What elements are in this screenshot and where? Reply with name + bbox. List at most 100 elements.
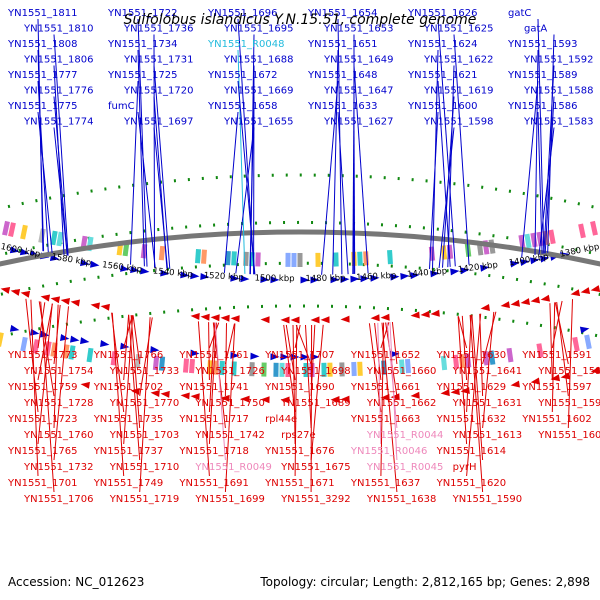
forward-gene-arrow	[80, 337, 90, 345]
reverse-gene-label: YN1551_1728	[23, 398, 94, 409]
reverse-gene-arrow	[380, 313, 390, 321]
reverse-gene-arrow	[480, 304, 490, 311]
cog-block	[56, 231, 64, 247]
reverse-gene-arrow	[70, 299, 80, 307]
leader-line	[352, 96, 355, 275]
reverse-gene-arrow	[560, 372, 571, 380]
forward-gene-arrow	[390, 273, 400, 281]
reverse-gene-arrow	[190, 313, 200, 321]
forward-gene-arrow	[539, 255, 550, 263]
reverse-gene-label: YN1551_1605	[537, 430, 600, 441]
forward-gene-label: YN1551_1808	[7, 39, 78, 50]
leader-line	[353, 65, 369, 274]
forward-gene-arrow	[480, 264, 490, 272]
reverse-gene-label: YN1551_1691	[178, 478, 249, 489]
cog-block	[188, 358, 196, 374]
forward-gene-arrow	[140, 267, 150, 275]
forward-gene-label: YN1551_1626	[407, 8, 478, 19]
forward-gene-label: YN1551_1695	[223, 24, 294, 35]
reverse-gene-arrow	[500, 301, 510, 309]
forward-gene-arrow	[290, 353, 300, 361]
reverse-gene-label: YN1551_1718	[178, 446, 249, 457]
reverse-gene-arrow	[280, 316, 290, 324]
forward-gene-arrow	[130, 266, 140, 274]
reverse-gene-arrow	[340, 395, 350, 403]
leader-line	[123, 315, 133, 349]
forward-gene-label: YN1551_1649	[323, 55, 394, 66]
reverse-gene-label: YN1551_1754	[23, 366, 94, 377]
cog-block	[8, 222, 16, 237]
cog-block	[231, 251, 237, 266]
leader-line	[554, 302, 569, 365]
leader-line	[128, 314, 141, 461]
leader-line	[437, 80, 451, 267]
reverse-gene-arrow	[50, 296, 61, 304]
reverse-gene-label: YN1551_R0045	[366, 462, 443, 473]
reverse-gene-arrow	[280, 396, 290, 404]
cog-block	[255, 252, 261, 267]
leader-line	[25, 298, 39, 413]
leader-line	[353, 127, 356, 274]
cog-block	[315, 252, 321, 267]
cog-block	[273, 362, 279, 377]
leader-line	[123, 314, 130, 381]
forward-gene-label: YN1551_1592	[523, 55, 594, 66]
forward-gene-arrow	[100, 340, 110, 347]
reverse-gene-arrow	[450, 388, 460, 396]
reverse-gene-arrow	[60, 297, 71, 305]
leader-line	[380, 322, 385, 477]
cog-block	[225, 250, 231, 266]
forward-gene-arrow	[430, 270, 440, 278]
reverse-gene-label: YN1551_1766	[93, 350, 164, 361]
leader-line	[37, 49, 45, 252]
forward-gene-label: YN1551_1589	[507, 70, 578, 81]
reverse-gene-label: YN1551_1637	[350, 478, 421, 489]
forward-gene-arrow	[340, 275, 350, 283]
leader-line	[391, 321, 398, 365]
leader-line	[224, 323, 227, 397]
forward-gene-label: YN1551_1696	[207, 8, 278, 19]
reverse-gene-label: YN1551_1702	[93, 382, 164, 393]
reverse-gene-arrow	[430, 309, 440, 317]
reverse-gene-label: YN1551_1620	[436, 478, 507, 489]
reverse-gene-arrow	[530, 377, 540, 385]
forward-gene-arrow	[160, 269, 170, 277]
leader-line	[310, 324, 313, 493]
forward-gene-arrow	[90, 260, 100, 268]
reverse-gene-label: YN1551_1717	[178, 414, 249, 425]
forward-gene-arrow	[390, 350, 400, 358]
forward-gene-label: YN1551_1672	[207, 70, 278, 81]
forward-gene-label: YN1551_1688	[223, 55, 294, 66]
leader-line	[37, 303, 53, 445]
reverse-gene-label: YN1551_1735	[93, 414, 164, 425]
cog-block	[20, 224, 28, 240]
reverse-gene-label: YN1551_1760	[23, 430, 94, 441]
forward-gene-arrow	[19, 248, 30, 256]
leader-line	[374, 323, 382, 381]
cog-block	[578, 223, 586, 239]
forward-gene-label: YN1551_1806	[23, 55, 94, 66]
reverse-gene-arrow	[590, 285, 600, 293]
reverse-gene-label: YN1551_R0049	[194, 462, 271, 473]
reverse-gene-label: YN1551_R0046	[350, 446, 427, 457]
leader-line	[224, 323, 235, 365]
cog-block	[357, 251, 363, 266]
reverse-gene-arrow	[370, 314, 380, 322]
reverse-gene-label: YN1551_1698	[280, 366, 351, 377]
cog-block	[279, 362, 285, 377]
reverse-gene-label: YN1551_1737	[93, 446, 164, 457]
forward-gene-label: YN1551_1736	[123, 24, 194, 35]
forward-gene-arrow	[240, 275, 250, 283]
reverse-gene-label: pyrH	[453, 462, 477, 473]
forward-gene-arrow	[9, 324, 20, 332]
reverse-gene-label: YN1551_1597	[521, 382, 592, 393]
reverse-gene-label: YN1551_1690	[264, 382, 335, 393]
forward-gene-label: YN1551_1593	[507, 39, 578, 50]
forward-gene-label: YN1551_1586	[507, 101, 578, 112]
cog-block	[32, 339, 40, 354]
reverse-gene-label: YN1551_1719	[109, 494, 180, 505]
reverse-gene-label: YN1551_1750	[194, 398, 265, 409]
reverse-gene-label: YN1551_1602	[521, 414, 592, 425]
leader-line	[130, 80, 139, 265]
cog-block	[20, 336, 28, 352]
